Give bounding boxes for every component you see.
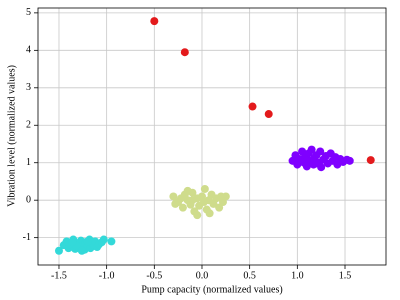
- y-tick-label: 3: [26, 82, 31, 93]
- point: [77, 246, 86, 255]
- x-tick-label: 0.0: [196, 270, 209, 281]
- point: [205, 209, 214, 218]
- point: [200, 184, 209, 193]
- point: [150, 17, 159, 26]
- x-axis-label: Pump capacity (normalized values): [141, 284, 282, 295]
- plot-frame: [37, 7, 387, 266]
- y-axis-label: Vibration level (normalized values): [6, 65, 17, 207]
- x-tick-label: 1.0: [291, 270, 304, 281]
- point: [345, 156, 354, 165]
- point: [107, 237, 116, 246]
- point: [264, 110, 273, 119]
- point: [316, 147, 325, 156]
- point: [178, 203, 187, 212]
- point: [68, 238, 77, 247]
- y-tick-label: 2: [26, 120, 31, 131]
- point: [302, 156, 311, 165]
- y-tick-label: 1: [26, 157, 31, 168]
- point: [99, 235, 108, 244]
- point: [307, 145, 316, 154]
- point: [54, 246, 63, 255]
- y-tick-label: -1: [23, 232, 31, 243]
- point: [248, 102, 257, 111]
- x-tick-label: -1.0: [99, 270, 115, 281]
- y-tick-label: 4: [26, 45, 31, 56]
- point: [183, 186, 192, 195]
- x-tick-label: -1.5: [51, 270, 67, 281]
- point: [215, 203, 224, 212]
- point: [221, 192, 230, 201]
- x-tick-label: 0.5: [243, 270, 256, 281]
- point: [169, 192, 178, 201]
- x-tick-label: -0.5: [146, 270, 162, 281]
- x-tick-label: 1.5: [339, 270, 352, 281]
- point: [366, 156, 375, 165]
- point: [188, 196, 197, 205]
- point: [83, 237, 92, 246]
- y-tick-label: 5: [26, 7, 31, 18]
- y-tick-label: 0: [26, 194, 31, 205]
- point: [180, 48, 189, 57]
- point: [193, 211, 202, 220]
- point: [312, 159, 321, 168]
